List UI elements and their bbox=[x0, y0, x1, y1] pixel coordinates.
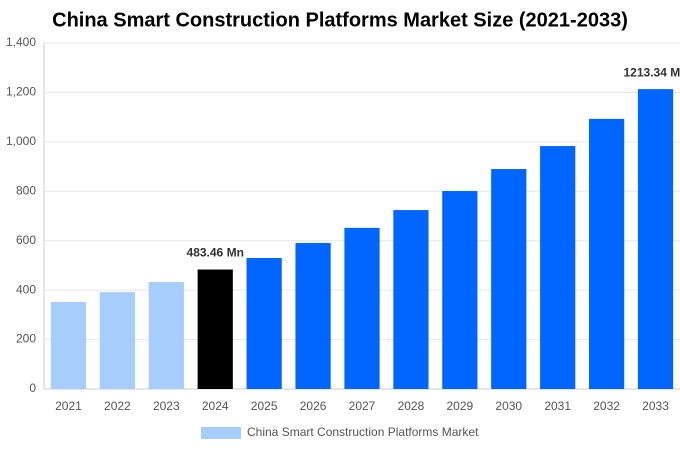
x-tick-label: 2031 bbox=[544, 399, 571, 413]
y-tick-label: 0 bbox=[29, 381, 36, 395]
x-tick-label: 2025 bbox=[251, 399, 278, 413]
legend-label: China Smart Construction Platforms Marke… bbox=[247, 425, 479, 439]
bar bbox=[344, 227, 380, 389]
y-tick-label: 600 bbox=[16, 233, 36, 247]
y-tick-label: 1,200 bbox=[6, 85, 36, 99]
data-label: 483.46 Mn bbox=[187, 246, 244, 260]
x-tick-label: 2029 bbox=[446, 399, 473, 413]
x-tick-label: 2024 bbox=[202, 399, 229, 413]
x-tick-label: 2023 bbox=[153, 399, 180, 413]
x-tick-label: 2021 bbox=[55, 399, 82, 413]
x-tick-label: 2027 bbox=[349, 399, 376, 413]
x-tick-label: 2033 bbox=[642, 399, 669, 413]
legend-swatch bbox=[201, 427, 241, 439]
bar bbox=[637, 89, 674, 389]
data-label: 1213.34 Mn bbox=[624, 65, 680, 79]
x-tick-label: 2026 bbox=[300, 399, 327, 413]
bar bbox=[491, 169, 527, 389]
y-tick-label: 1,400 bbox=[6, 35, 36, 49]
bar bbox=[197, 269, 233, 389]
x-tick-label: 2030 bbox=[495, 399, 522, 413]
bar bbox=[99, 292, 135, 389]
y-tick-label: 200 bbox=[16, 332, 36, 346]
x-tick-label: 2022 bbox=[104, 399, 131, 413]
x-tick-label: 2028 bbox=[398, 399, 425, 413]
bar bbox=[148, 281, 184, 389]
y-tick-label: 400 bbox=[16, 282, 36, 296]
bar bbox=[442, 191, 478, 389]
y-tick-label: 800 bbox=[16, 183, 36, 197]
bar bbox=[393, 210, 429, 389]
x-tick-label: 2032 bbox=[593, 399, 620, 413]
bar bbox=[295, 242, 331, 389]
y-tick-label: 1,000 bbox=[6, 134, 36, 148]
chart-title: China Smart Construction Platforms Marke… bbox=[52, 9, 628, 31]
bar bbox=[589, 118, 625, 389]
bar bbox=[246, 258, 282, 389]
bar bbox=[540, 146, 576, 389]
bar bbox=[50, 302, 87, 389]
